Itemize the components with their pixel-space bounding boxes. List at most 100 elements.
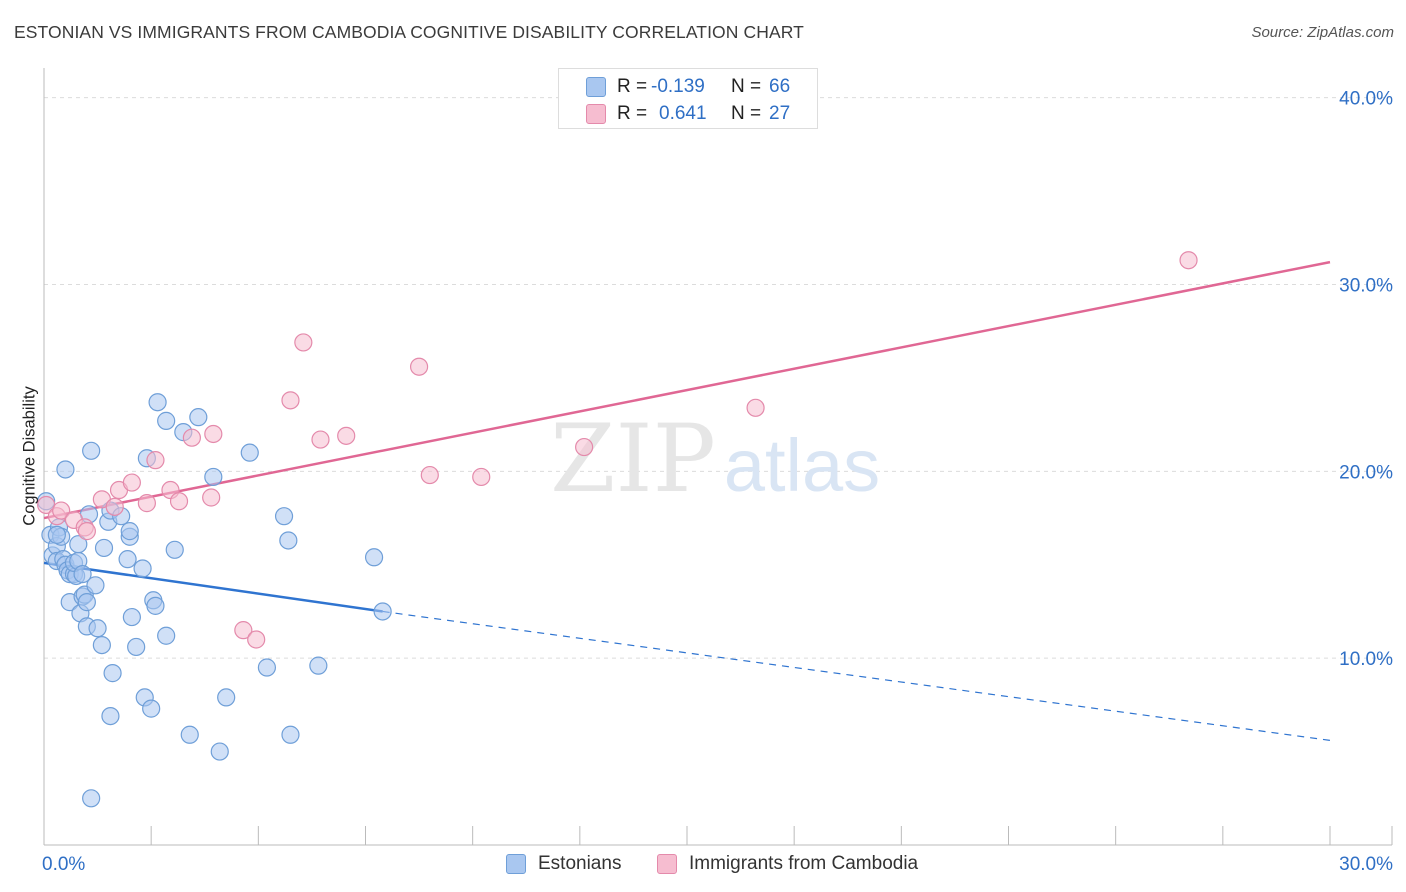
cambodia-point <box>204 424 223 444</box>
cambodia-point <box>420 465 439 485</box>
estonians-trend-extension <box>382 610 1331 741</box>
estonians-point <box>73 564 92 584</box>
legend: Estonians Immigrants from Cambodia <box>0 851 1406 879</box>
r-value: 0.641 <box>659 103 707 124</box>
estonians-swatch <box>586 77 606 97</box>
n-value: 66 <box>769 76 791 97</box>
estonians-point <box>133 559 152 578</box>
estonians-point <box>82 789 101 808</box>
chart-title: ESTONIAN VS IMMIGRANTS FROM CAMBODIA COG… <box>14 22 804 42</box>
cambodia-point <box>247 630 266 649</box>
estonians-point <box>279 531 298 550</box>
legend-label: Estonians <box>538 853 622 874</box>
x-tick-label: 0.0% <box>42 854 85 875</box>
cambodia-point <box>77 522 96 541</box>
y-axis-label: Cognitive Disability <box>20 386 39 526</box>
estonians-point <box>204 467 223 487</box>
cambodia-point <box>294 333 313 352</box>
estonians-point <box>257 658 277 677</box>
cambodia-legend-swatch <box>657 854 677 874</box>
estonians-point <box>157 626 176 645</box>
estonians-point <box>240 443 259 462</box>
n-value: 27 <box>769 103 791 124</box>
estonians-point <box>92 635 111 655</box>
estonians-point <box>210 742 229 761</box>
estonians-point <box>103 664 122 683</box>
estonians-point <box>47 525 66 544</box>
cambodia-point <box>122 473 141 492</box>
estonians-point <box>274 507 294 526</box>
cambodia-point <box>409 357 429 376</box>
estonians-legend-swatch <box>506 854 526 874</box>
data-points <box>37 251 1198 808</box>
cambodia-point <box>182 428 201 447</box>
grid-lines <box>44 97 1392 659</box>
y-tick-label: 30.0% <box>1339 276 1393 297</box>
legend-item-estonians[interactable]: Estonians <box>506 851 621 877</box>
n-label: N = <box>731 103 762 124</box>
estonians-point <box>309 656 328 675</box>
cambodia-point <box>472 467 491 487</box>
y-tick-label: 40.0% <box>1339 89 1393 110</box>
cambodia-point <box>146 451 165 470</box>
estonians-point <box>101 706 120 726</box>
cambodia-point <box>311 430 330 449</box>
legend-label: Immigrants from Cambodia <box>689 853 919 874</box>
cambodia-point <box>281 391 300 410</box>
estonians-point <box>146 596 165 615</box>
y-tick-label: 10.0% <box>1339 649 1393 670</box>
cambodia-point <box>234 621 253 640</box>
cambodia-point <box>337 426 356 445</box>
axes <box>43 68 1393 846</box>
watermark: ZIP atlas <box>550 405 880 514</box>
estonians-point <box>77 593 96 612</box>
estonians-point <box>69 535 88 554</box>
trend-lines <box>43 260 1331 741</box>
cambodia-point <box>137 494 156 513</box>
estonians-point <box>120 522 139 541</box>
estonians-point <box>157 411 176 430</box>
estonians-point <box>373 602 392 621</box>
cambodia-point <box>202 488 221 507</box>
estonians-point <box>122 607 141 627</box>
estonians-point <box>217 688 236 707</box>
estonians-point <box>189 408 208 427</box>
stats-box: R = -0.139 N = 66 R = 0.641 N = 27 <box>558 68 818 129</box>
r-label: R = <box>617 76 648 97</box>
estonians-point <box>127 637 146 657</box>
estonians-point <box>165 540 184 559</box>
cambodia-point <box>746 398 765 417</box>
watermark-zip: ZIP <box>550 405 716 514</box>
estonians-point <box>281 725 300 744</box>
estonians-point <box>118 550 137 569</box>
r-value: -0.139 <box>651 76 705 97</box>
estonians-point <box>88 619 107 638</box>
cambodia-point <box>1179 251 1198 270</box>
cambodia-swatch <box>586 104 606 124</box>
estonians-point <box>142 699 161 718</box>
cambodia-trend-line <box>43 260 1331 520</box>
estonians-trend-line <box>43 561 383 613</box>
stats-row-estonians: R = -0.139 N = 66 <box>559 73 817 101</box>
estonians-point <box>94 538 114 558</box>
cambodia-point <box>575 437 594 457</box>
estonians-point <box>364 548 384 567</box>
r-label: R = <box>617 103 648 124</box>
cambodia-point <box>52 501 71 520</box>
cambodia-point <box>169 492 189 511</box>
legend-item-cambodia[interactable]: Immigrants from Cambodia <box>657 851 918 877</box>
estonians-point <box>180 725 199 744</box>
estonians-point <box>56 460 75 479</box>
cambodia-point <box>105 497 124 516</box>
tick-labels: 10.0% 20.0% 30.0% 40.0% 0.0% 30.0% <box>42 89 1393 875</box>
source-label: Source: ZipAtlas.com <box>1251 24 1394 41</box>
x-tick-label: 30.0% <box>1339 854 1393 875</box>
watermark-atlas: atlas <box>724 424 880 507</box>
estonians-point <box>86 576 105 595</box>
y-tick-label: 20.0% <box>1339 462 1393 483</box>
estonians-point <box>148 393 167 412</box>
stats-row-cambodia: R = 0.641 N = 27 <box>559 100 817 128</box>
n-label: N = <box>731 76 762 97</box>
estonians-point <box>82 441 101 460</box>
